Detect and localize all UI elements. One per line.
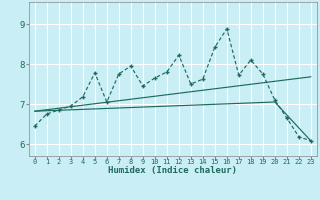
X-axis label: Humidex (Indice chaleur): Humidex (Indice chaleur) — [108, 166, 237, 175]
